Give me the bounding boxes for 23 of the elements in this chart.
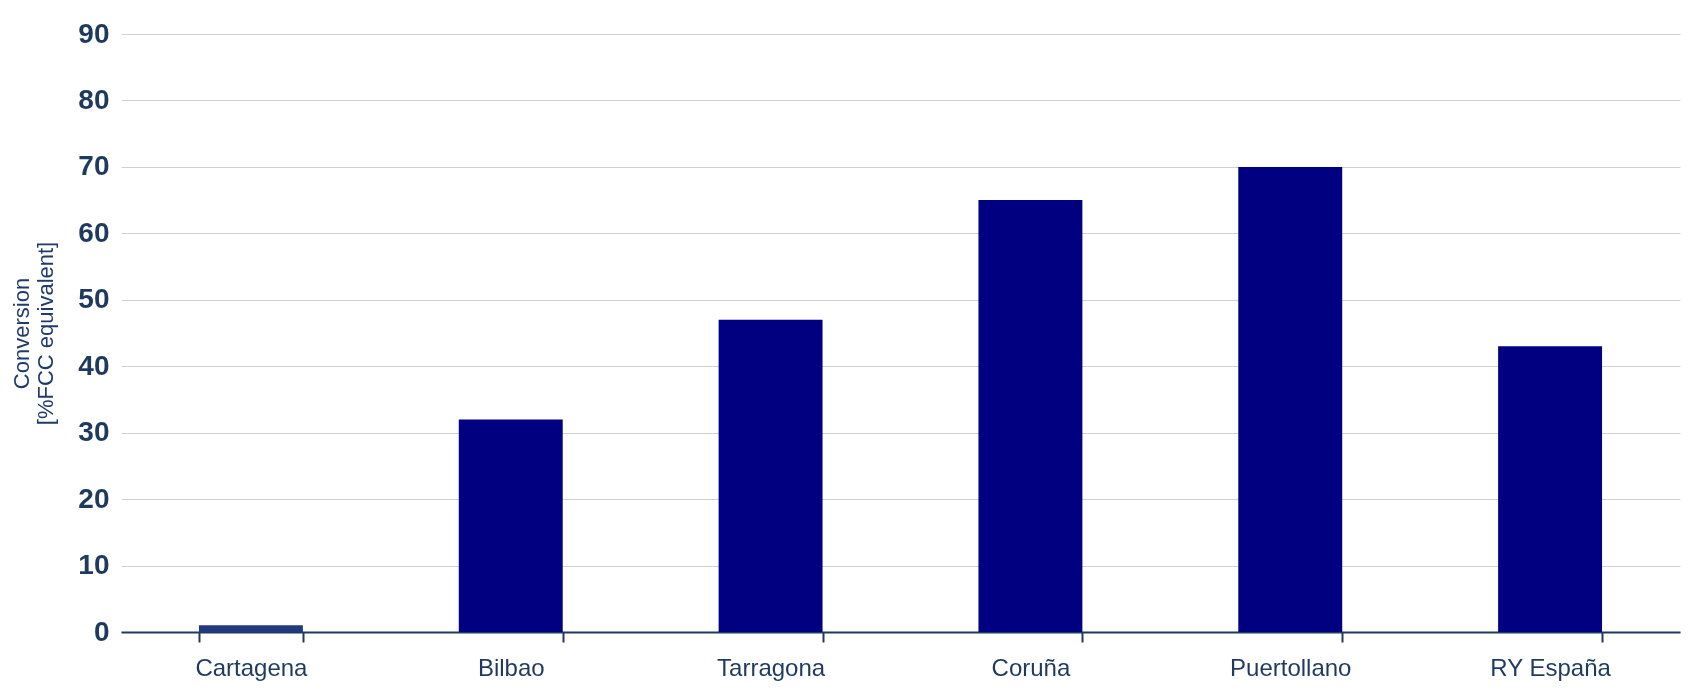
bar — [718, 319, 823, 632]
bar — [458, 419, 563, 632]
bar — [978, 200, 1083, 632]
x-tick-label: Puertollano — [1230, 653, 1352, 681]
bar — [1238, 166, 1343, 632]
y-tick-label: 90 — [78, 17, 110, 49]
y-axis-title: Conversion [%FCC equivalent] — [9, 241, 59, 426]
bar — [198, 625, 303, 632]
y-tick-label: 80 — [78, 83, 110, 115]
y-tick-label: 20 — [78, 482, 110, 514]
y-tick-label: 0 — [93, 615, 110, 647]
x-tick-label: Coruña — [991, 653, 1071, 681]
x-tick-label: RY España — [1490, 653, 1612, 681]
y-tick-label: 60 — [78, 216, 110, 248]
y-tick-label: 50 — [78, 283, 110, 315]
x-tick-label: Bilbao — [477, 653, 545, 681]
bar — [1498, 346, 1603, 632]
y-tick-label: 40 — [78, 349, 110, 381]
y-tick-label: 70 — [78, 150, 110, 182]
x-tick-label: Cartagena — [195, 653, 309, 681]
y-tick-label: 30 — [78, 416, 110, 448]
y-tick-label: 10 — [78, 549, 110, 581]
x-tick-label: Tarragona — [717, 653, 826, 681]
